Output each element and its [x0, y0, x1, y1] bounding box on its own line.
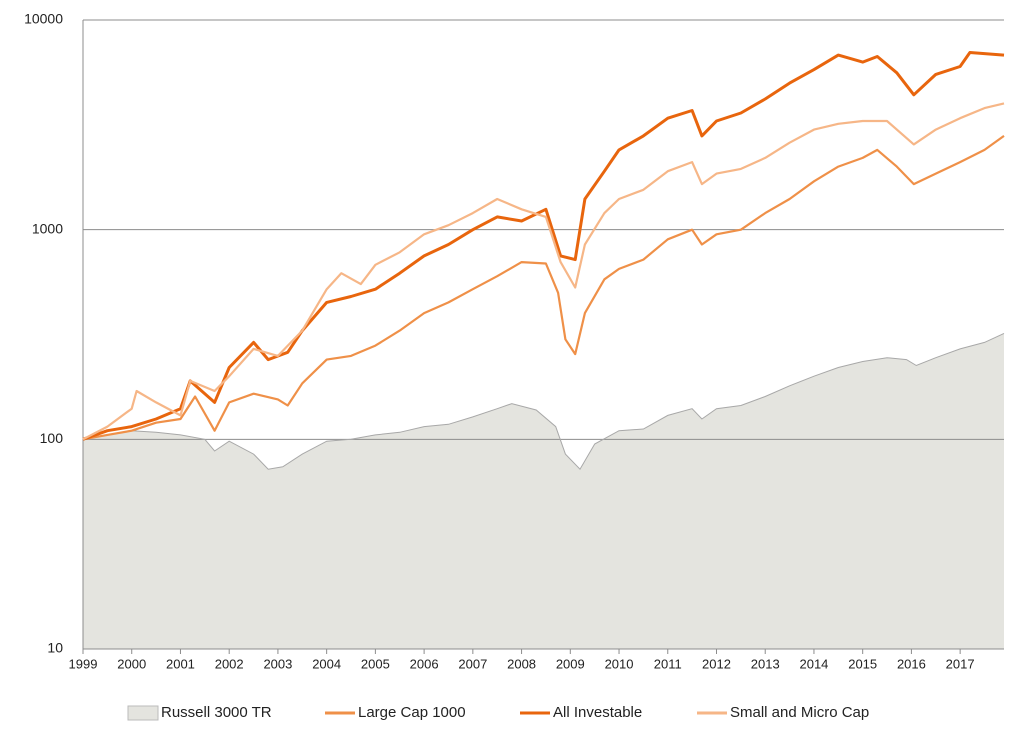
legend-label: Large Cap 1000	[358, 704, 466, 721]
x-tick-label: 2002	[215, 656, 244, 671]
x-tick-label: 2015	[848, 656, 877, 671]
line	[82, 135, 1005, 441]
legend-swatch	[127, 705, 159, 721]
area-outline	[82, 332, 1005, 471]
legend-label: Small and Micro Cap	[730, 704, 869, 721]
line	[82, 102, 1005, 441]
y-tick-label: 1000	[32, 220, 63, 236]
legend-label: All Investable	[553, 704, 642, 721]
x-tick-label: 2006	[410, 656, 439, 671]
line	[82, 51, 1005, 441]
x-tick-label: 2017	[946, 656, 975, 671]
x-tick-label: 2016	[897, 656, 926, 671]
legend-label: Russell 3000 TR	[161, 704, 272, 721]
x-tick-label: 2001	[166, 656, 195, 671]
area	[83, 333, 1004, 649]
y-tick-label: 10	[47, 640, 63, 656]
x-tick-label: 2003	[263, 656, 292, 671]
y-tick-label: 10000	[24, 11, 63, 27]
x-tick-label: 2000	[117, 656, 146, 671]
x-tick-label: 2008	[507, 656, 536, 671]
x-tick-label: 2004	[312, 656, 341, 671]
x-tick-label: 2010	[605, 656, 634, 671]
x-tick-label: 2013	[751, 656, 780, 671]
x-tick-label: 1999	[69, 656, 98, 671]
x-tick-label: 2011	[654, 656, 682, 671]
x-tick-label: 2012	[702, 656, 731, 671]
x-tick-label: 2005	[361, 656, 390, 671]
x-tick-label: 2009	[556, 656, 585, 671]
x-tick-label: 2007	[458, 656, 487, 671]
y-tick-label: 100	[40, 430, 64, 446]
x-tick-label: 2014	[799, 656, 828, 671]
